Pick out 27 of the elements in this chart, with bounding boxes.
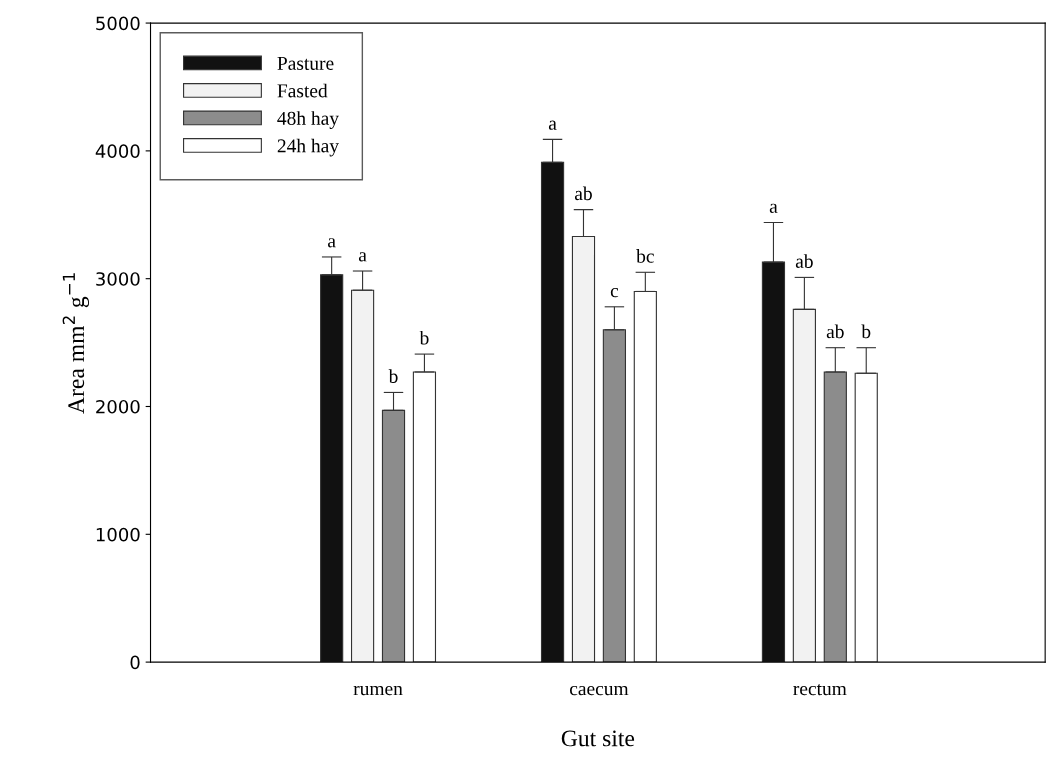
x-tick-label: rumen [353, 685, 403, 696]
y-tick-label: 4000 [95, 144, 140, 158]
data-label: a [548, 120, 557, 130]
y-axis-title: Area mm$^{2}$ g$^{−1}$ [62, 273, 90, 414]
legend-label: Pasture [277, 57, 334, 70]
data-label: b [419, 330, 429, 345]
y-tick-label: 1000 [96, 527, 140, 542]
legend-label: 24h hay [277, 138, 339, 157]
data-label: a [328, 238, 336, 248]
x-tick-label: caecum [570, 685, 629, 696]
data-label: b [861, 324, 871, 339]
data-label: ab [826, 324, 844, 339]
data-label: bc [636, 249, 654, 263]
x-axis-title: Gut site [561, 730, 635, 747]
y-tick-label: 2000 [96, 399, 140, 414]
data-label: a [358, 252, 367, 262]
legend-label: 48h hay [277, 111, 339, 129]
y-tick-label: 5000 [96, 16, 140, 31]
legend-label: Fasted [277, 83, 328, 98]
data-label: a [769, 203, 778, 213]
x-tick-label: rectum [793, 684, 847, 696]
data-label: b [388, 369, 398, 383]
y-tick-label: 3000 [96, 272, 140, 286]
y-tick-label: 0 [130, 655, 140, 670]
data-label: c [610, 287, 619, 298]
data-label: ab [574, 186, 592, 201]
data-label: ab [795, 254, 813, 268]
